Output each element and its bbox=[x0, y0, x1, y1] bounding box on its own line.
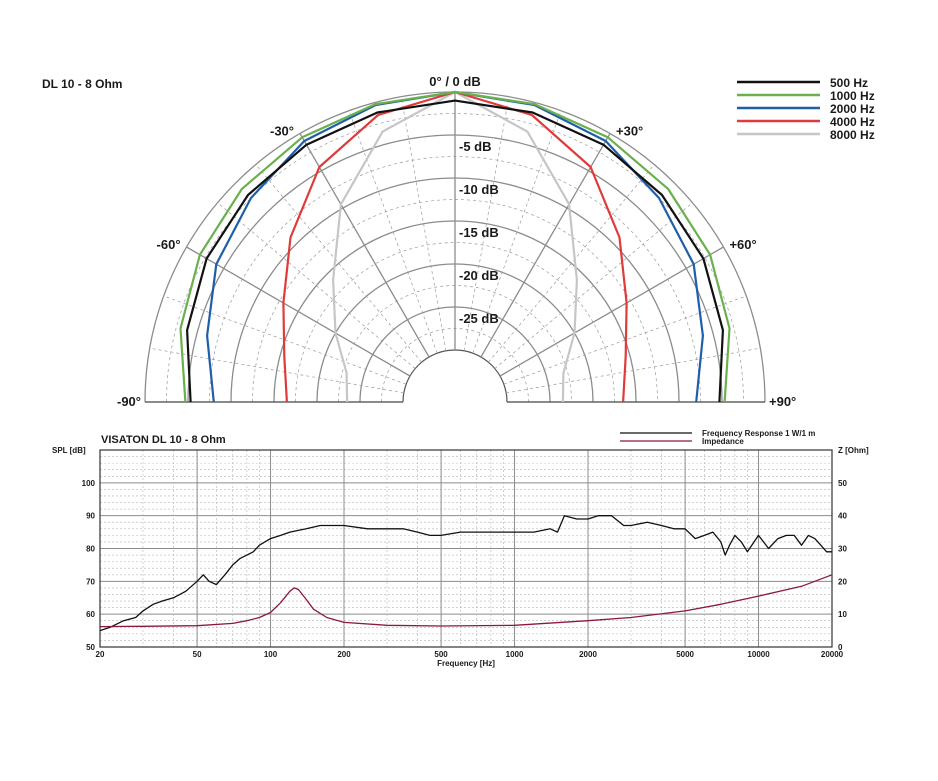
freq-series-spl bbox=[99, 515, 832, 632]
legend-label: 8000 Hz bbox=[830, 128, 875, 142]
polar-radial-label: -15 dB bbox=[459, 225, 499, 240]
y-axis-label: SPL [dB] bbox=[52, 446, 86, 455]
y2-axis-label: Z [Ohm] bbox=[838, 446, 869, 455]
polar-series-1000-hz bbox=[179, 90, 731, 403]
frequency-series-group bbox=[99, 515, 833, 632]
freq-legend-label: Impedance bbox=[702, 437, 744, 446]
x-tick-label: 5000 bbox=[676, 650, 694, 659]
legend-label: 1000 Hz bbox=[830, 89, 875, 103]
polar-major-spoke bbox=[480, 133, 611, 358]
polar-major-spoke bbox=[499, 246, 724, 377]
polar-angle-label: -60° bbox=[157, 237, 181, 252]
y-tick-label: 60 bbox=[86, 610, 95, 619]
x-tick-label: 20 bbox=[96, 650, 105, 659]
polar-minor-spoke bbox=[255, 164, 422, 363]
polar-top-label: 0° / 0 dB bbox=[429, 74, 480, 89]
polar-minor-ring bbox=[252, 199, 658, 403]
freq-legend-label: Frequency Response 1 W/1 m bbox=[702, 429, 815, 438]
x-tick-label: 100 bbox=[264, 650, 278, 659]
polar-major-spoke bbox=[299, 133, 430, 358]
polar-radial-label: -20 dB bbox=[459, 268, 499, 283]
frequency-labels: 20 50 100 200 500 1000 2000 5000 10000 2000050607… bbox=[82, 479, 848, 659]
frequency-title: VISATON DL 10 - 8 Ohm bbox=[101, 434, 226, 446]
polar-minor-spoke bbox=[472, 110, 562, 354]
y2-tick-label: 10 bbox=[838, 610, 847, 619]
polar-radial-label: -5 dB bbox=[459, 139, 492, 154]
y2-tick-label: 20 bbox=[838, 577, 847, 586]
legend-label: 500 Hz bbox=[830, 76, 868, 90]
polar-minor-spoke bbox=[149, 347, 404, 394]
y2-tick-label: 50 bbox=[838, 479, 847, 488]
y2-tick-label: 30 bbox=[838, 545, 847, 554]
y-tick-label: 80 bbox=[86, 545, 95, 554]
polar-minor-spoke bbox=[348, 110, 438, 354]
x-tick-label: 1000 bbox=[506, 650, 524, 659]
polar-minor-spoke bbox=[488, 164, 655, 363]
polar-minor-spoke bbox=[494, 202, 693, 369]
polar-angle-label: +30° bbox=[616, 124, 643, 139]
x-tick-label: 200 bbox=[337, 650, 351, 659]
polar-minor-spoke bbox=[217, 202, 416, 369]
x-tick-label: 50 bbox=[193, 650, 202, 659]
polar-angle-label: +60° bbox=[729, 237, 756, 252]
x-tick-label: 2000 bbox=[579, 650, 597, 659]
frequency-grid bbox=[99, 449, 833, 648]
polar-radial-label: -25 dB bbox=[459, 311, 499, 326]
x-tick-label: 500 bbox=[434, 650, 448, 659]
polar-title: DL 10 - 8 Ohm bbox=[42, 77, 122, 91]
polar-major-spoke bbox=[186, 246, 411, 377]
legend-label: 4000 Hz bbox=[830, 115, 875, 129]
y-tick-label: 90 bbox=[86, 512, 95, 521]
y-tick-label: 100 bbox=[82, 479, 96, 488]
polar-inner-ring bbox=[402, 349, 508, 403]
y-tick-label: 50 bbox=[86, 643, 95, 652]
y-tick-label: 70 bbox=[86, 577, 95, 586]
freq-series-impedance bbox=[99, 574, 833, 628]
polar-series-group bbox=[179, 90, 731, 403]
polar-minor-spoke bbox=[463, 96, 510, 351]
x-tick-label: 20000 bbox=[821, 650, 844, 659]
polar-angle-label: -30° bbox=[270, 124, 294, 139]
polar-minor-spoke bbox=[400, 96, 447, 351]
y2-tick-label: 40 bbox=[838, 512, 847, 521]
polar-radial-label: -10 dB bbox=[459, 182, 499, 197]
polar-series-500-hz bbox=[186, 99, 724, 403]
x-tick-label: 10000 bbox=[747, 650, 770, 659]
x-axis-label: Frequency [Hz] bbox=[437, 659, 495, 668]
legend-label: 2000 Hz bbox=[830, 102, 875, 116]
polar-angle-label: +90° bbox=[769, 394, 796, 409]
frequency-plot: 20 50 100 200 500 1000 2000 5000 10000 2000050607… bbox=[52, 429, 869, 668]
polar-labels: 0° / 0 dB -5 dB -10 dB -15 dB -20 dB -25 dB -9… bbox=[117, 74, 796, 409]
polar-minor-spoke bbox=[506, 347, 761, 394]
polar-plot: 0° / 0 dB -5 dB -10 dB -15 dB -20 dB -25 dB -9… bbox=[42, 74, 875, 409]
plot-frame bbox=[99, 449, 833, 648]
polar-grid bbox=[144, 91, 766, 403]
y2-tick-label: 0 bbox=[838, 643, 843, 652]
polar-angle-label: -90° bbox=[117, 394, 141, 409]
